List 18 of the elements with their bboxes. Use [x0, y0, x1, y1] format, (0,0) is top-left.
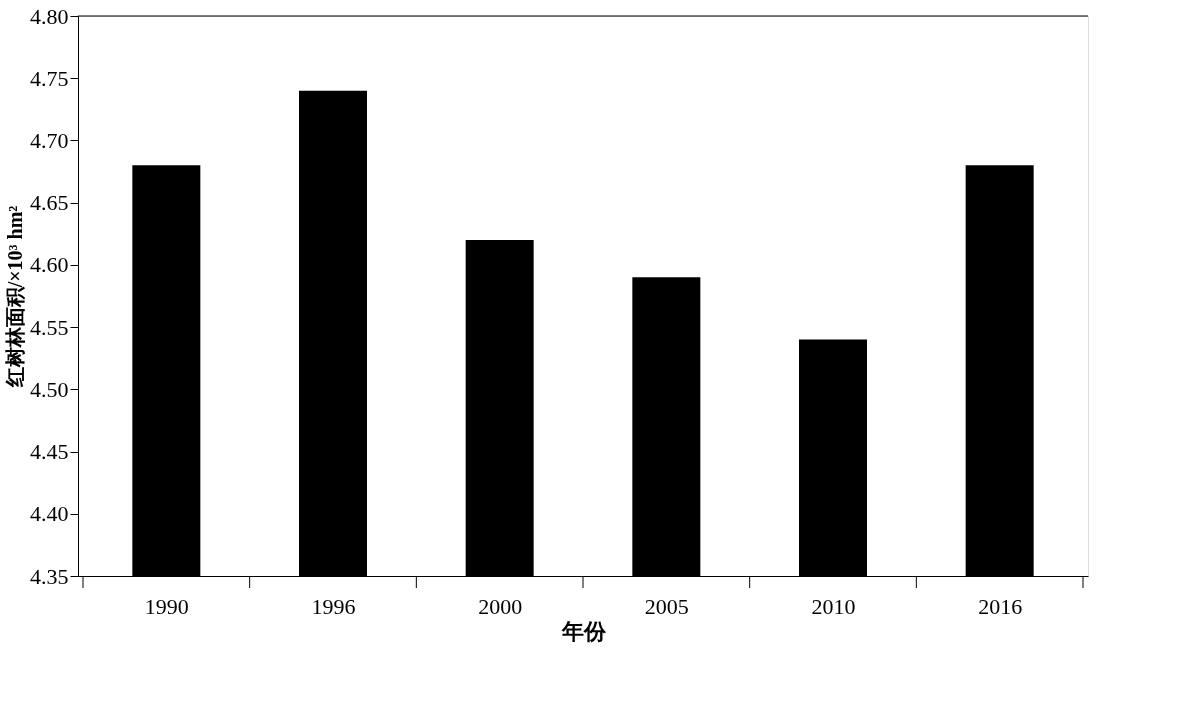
y-tick-label: 4.70 — [30, 127, 69, 153]
y-tick-label: 4.65 — [30, 190, 69, 216]
y-tick-label: 4.40 — [30, 501, 69, 527]
y-axis-title: 红树林面积/×10³ hm² — [4, 205, 26, 389]
x-tick-label: 1990 — [144, 593, 189, 619]
y-tick-label: 4.75 — [30, 65, 69, 91]
y-tick-label: 4.60 — [30, 252, 69, 278]
x-tick-label: 2000 — [478, 593, 523, 619]
y-tick-label: 4.35 — [30, 563, 69, 589]
x-tick-label: 2010 — [811, 593, 856, 619]
x-tick-label: 2005 — [644, 593, 689, 619]
y-tick-label: 4.50 — [30, 376, 69, 402]
y-tick-label: 4.45 — [30, 439, 69, 465]
x-axis-title: 年份 — [560, 618, 607, 644]
x-tick-label: 1996 — [311, 593, 356, 619]
x-tick-label: 2016 — [978, 593, 1023, 619]
y-tick-label: 4.80 — [30, 3, 69, 29]
y-tick-label: 4.55 — [30, 314, 69, 340]
